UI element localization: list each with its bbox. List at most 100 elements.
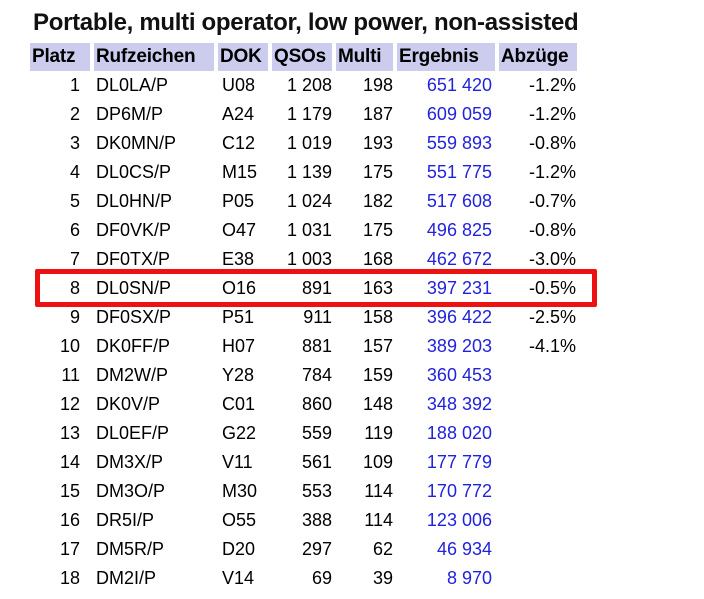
cell-ergebnis[interactable]: 188 020 [426,423,492,443]
cell-qsos: 561 [301,452,332,472]
cell-qsos: 553 [301,481,332,501]
cell-dok: G22 [222,423,257,443]
table-row: 7 DF0TX/P E38 1 003 168 462 672 -3.0% [30,245,577,274]
table-row: 12 DK0V/P C01 860 148 348 392 [30,390,577,419]
cell-multi: 114 [364,510,393,530]
column-header-multi: Multi [336,43,393,71]
cell-ergebnis[interactable]: 517 608 [426,191,492,211]
cell-ergebnis[interactable]: 462 672 [426,249,492,269]
cell-ergebnis[interactable]: 651 420 [426,75,492,95]
cell-dok: C12 [222,133,256,153]
cell-multi: 114 [364,481,393,501]
cell-platz: 5 [69,191,80,211]
cell-rufzeichen: DK0V/P [96,394,161,414]
table-row: 17 DM5R/P D20 297 62 46 934 [30,535,577,564]
cell-platz: 15 [59,481,80,501]
cell-qsos: 388 [301,510,332,530]
cell-dok: A24 [222,104,255,124]
cell-ergebnis[interactable]: 397 231 [426,278,492,298]
cell-qsos: 1 003 [286,249,332,269]
table-row: 2 DP6M/P A24 1 179 187 609 059 -1.2% [30,100,577,129]
cell-ergebnis[interactable]: 551 775 [426,162,492,182]
cell-dok: Y28 [222,365,255,385]
cell-ergebnis[interactable]: 46 934 [436,539,492,559]
cell-multi: 193 [362,133,393,153]
cell-platz: 13 [59,423,80,443]
cell-qsos: 1 019 [286,133,332,153]
cell-multi: 182 [362,191,393,211]
cell-qsos: 891 [301,278,332,298]
cell-rufzeichen: DL0EF/P [96,423,170,443]
cell-abzuege: -3.0% [528,249,576,269]
cell-qsos: 69 [311,568,332,588]
cell-qsos: 784 [301,365,332,385]
table-row: 18 DM2I/P V14 69 39 8 970 [30,564,577,593]
cell-ergebnis[interactable]: 8 970 [446,568,492,588]
cell-multi: 175 [362,220,393,240]
cell-ergebnis[interactable]: 389 203 [426,336,492,356]
cell-abzuege [499,535,577,564]
cell-abzuege: -1.2% [528,162,576,182]
cell-ergebnis[interactable]: 559 893 [426,133,492,153]
cell-abzuege [499,448,577,477]
cell-multi: 158 [362,307,393,327]
table-row: 13 DL0EF/P G22 559 119 188 020 [30,419,577,448]
cell-rufzeichen: DL0HN/P [96,191,173,211]
cell-multi: 148 [362,394,393,414]
column-header-rufzeichen: Rufzeichen [94,43,214,71]
cell-dok: V11 [222,452,253,472]
cell-abzuege [499,477,577,506]
cell-platz: 16 [59,510,80,530]
cell-ergebnis[interactable]: 123 006 [426,510,492,530]
cell-multi: 109 [362,452,393,472]
cell-ergebnis[interactable]: 496 825 [426,220,492,240]
cell-ergebnis[interactable]: 348 392 [426,394,492,414]
cell-platz: 3 [69,133,80,153]
cell-ergebnis[interactable]: 177 779 [426,452,492,472]
cell-ergebnis[interactable]: 609 059 [426,104,492,124]
cell-ergebnis[interactable]: 170 772 [426,481,492,501]
cell-qsos: 881 [301,336,332,356]
table-body: 1 DL0LA/P U08 1 208 198 651 420 -1.2% 2 DP6M/P A2… [30,71,577,593]
cell-rufzeichen: DM2I/P [96,568,157,588]
cell-qsos: 1 031 [286,220,332,240]
cell-abzuege: -4.1% [528,336,576,356]
table-row: 1 DL0LA/P U08 1 208 198 651 420 -1.2% [30,71,577,100]
results-table: Platz Rufzeichen DOK QSOs Multi Ergebnis… [26,43,581,593]
cell-platz: 2 [69,104,80,124]
cell-dok: P05 [222,191,255,211]
cell-rufzeichen: DM2W/P [96,365,168,385]
column-header-ergebnis: Ergebnis [397,43,495,71]
cell-rufzeichen: DK0FF/P [96,336,171,356]
cell-rufzeichen: DM3O/P [96,481,166,501]
cell-qsos: 1 024 [286,191,332,211]
cell-qsos: 860 [301,394,332,414]
table-row: 9 DF0SX/P P51 911 158 396 422 -2.5% [30,303,577,332]
cell-dok: E38 [222,249,255,269]
column-header-platz: Platz [30,43,90,71]
table-row: 3 DK0MN/P C12 1 019 193 559 893 -0.8% [30,129,577,158]
cell-dok: M15 [222,162,258,182]
cell-ergebnis[interactable]: 396 422 [426,307,492,327]
column-header-dok: DOK [218,43,268,71]
cell-ergebnis[interactable]: 360 453 [426,365,492,385]
cell-multi: 187 [362,104,393,124]
cell-multi: 119 [364,423,393,443]
cell-platz: 17 [59,539,80,559]
cell-multi: 39 [372,568,393,588]
cell-abzuege [499,506,577,535]
cell-dok: O47 [222,220,257,240]
cell-dok: M30 [222,481,258,501]
cell-dok: O55 [222,510,257,530]
cell-platz: 6 [69,220,80,240]
cell-qsos: 1 179 [286,104,332,124]
cell-rufzeichen: DR5I/P [96,510,155,530]
table-row: 6 DF0VK/P O47 1 031 175 496 825 -0.8% [30,216,577,245]
cell-qsos: 297 [301,539,332,559]
cell-rufzeichen: DL0CS/P [96,162,172,182]
cell-multi: 159 [362,365,393,385]
table-row: 11 DM2W/P Y28 784 159 360 453 [30,361,577,390]
cell-dok: C01 [222,394,256,414]
cell-platz: 14 [59,452,80,472]
column-header-qsos: QSOs [272,43,332,71]
